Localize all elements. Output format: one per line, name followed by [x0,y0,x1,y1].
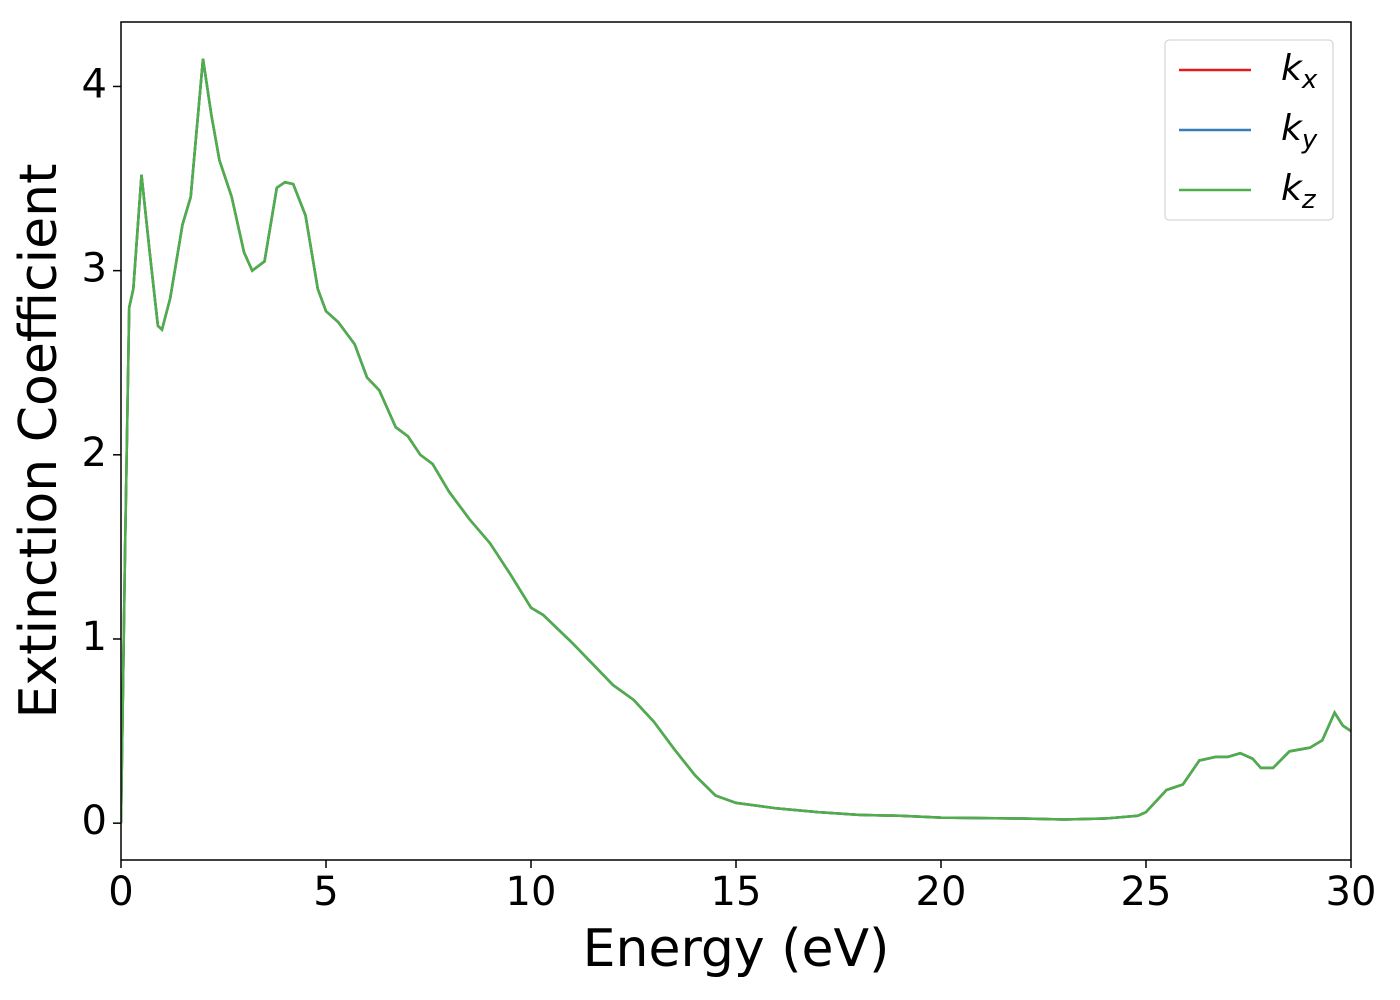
legend-label: kx [1281,48,1318,95]
x-tick-label: 10 [506,869,557,915]
y-axis-label: Extinction Coefficient [9,164,69,719]
data-line [121,58,1351,824]
y-tick-label: 4 [82,61,107,107]
x-tick-label: 25 [1121,869,1172,915]
x-tick-label: 15 [711,869,762,915]
x-tick-label: 20 [916,869,967,915]
x-axis-label: Energy (eV) [583,919,890,979]
y-tick-label: 1 [82,614,107,660]
x-tick-label: 30 [1326,869,1377,915]
y-tick-label: 3 [82,246,107,292]
y-tick-label: 2 [82,430,107,476]
x-tick-label: 5 [313,869,338,915]
plot-frame [120,21,1352,861]
legend-label: kz [1281,168,1317,215]
legend-label: ky [1281,108,1318,155]
x-tick-label: 0 [108,869,133,915]
y-tick-label: 0 [82,798,107,844]
